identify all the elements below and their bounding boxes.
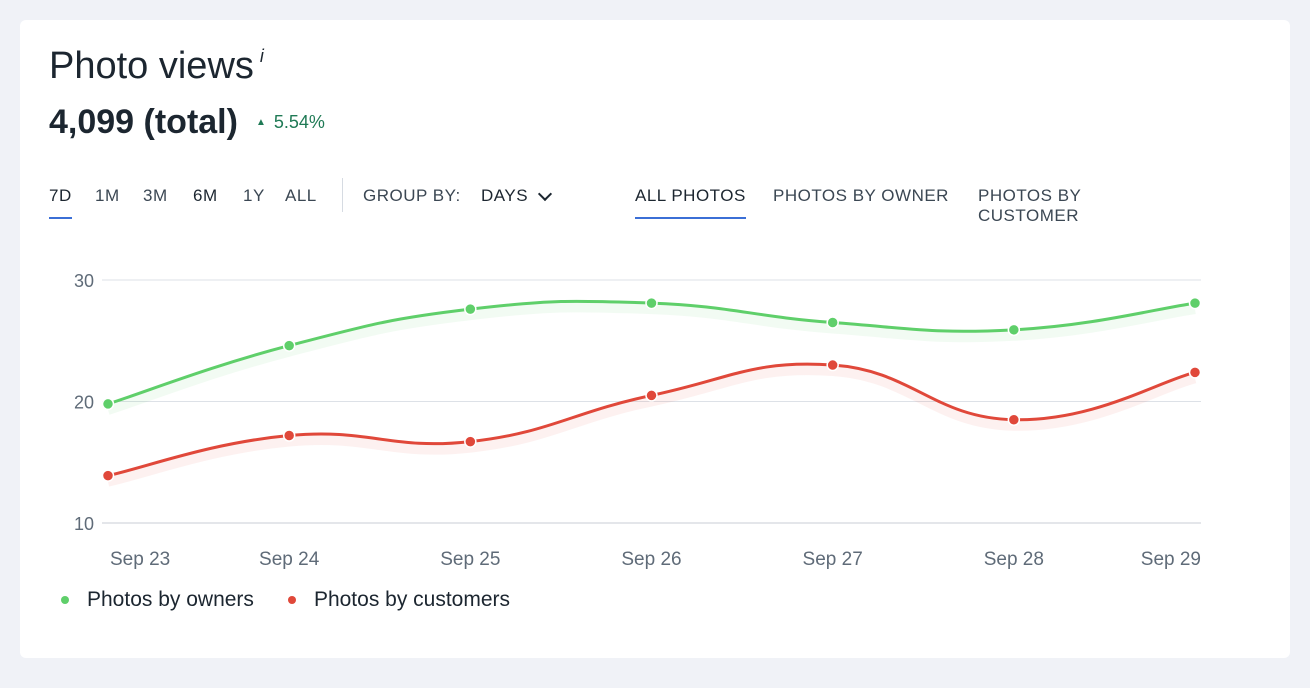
x-tick-label: Sep 26 [621,549,681,570]
data-point-owners [826,316,839,329]
range-1m[interactable]: 1M [95,186,120,205]
data-point-customers [826,358,839,372]
data-point-customers [101,469,115,482]
data-point-customers [1188,366,1202,379]
legend: Photos by owners Photos by customers [61,588,544,612]
data-point-owners [645,296,658,310]
data-point-customers [464,435,477,448]
x-tick-label: Sep 25 [440,549,500,570]
legend-label-customers: Photos by customers [313,588,511,611]
page-title: Photo views [49,45,254,87]
range-1y[interactable]: 1Y [243,186,265,205]
total-row: 4,099 (total) ▲ 5.54% [49,100,325,144]
legend-label-owners: Photos by owners [87,588,254,611]
tab-photos-by-owner[interactable]: PHOTOS BY OWNER [773,186,949,205]
data-point-owners [464,302,477,316]
chart-card [20,20,1290,658]
data-point-owners [1188,296,1202,310]
x-tick-label: Sep 28 [984,549,1044,570]
legend-dot-customers [287,596,296,604]
data-point-customers [1007,413,1021,426]
y-tick-label: 30 [74,271,94,291]
group-by-label: GROUP BY: [363,186,461,205]
x-tick-label: Sep 29 [1141,549,1201,570]
data-point-customers [282,429,296,442]
data-point-owners [282,339,296,352]
triangle-up-icon: ▲ [255,116,266,128]
group-by-value: DAYS [481,186,529,205]
total-value: 4,099 (total) [49,103,238,141]
data-point-owners [1007,323,1021,337]
info-icon[interactable]: i [259,46,264,66]
data-point-owners [101,397,115,411]
trend-badge: ▲ 5.54% [256,112,325,133]
title-row: Photo views i [49,44,264,88]
y-tick-label: 10 [74,514,94,534]
series-glow-customers [106,365,1197,487]
legend-item-owners[interactable]: Photos by owners [61,588,254,612]
legend-item-customers[interactable]: Photos by customers [287,588,511,612]
tab-all-photos[interactable]: ALL PHOTOS [635,186,746,219]
x-tick-label: Sep 24 [259,549,320,570]
group-by-select[interactable]: DAYS [481,186,553,206]
x-tick-label: Sep 27 [803,549,863,570]
legend-dot-owners [61,596,69,604]
range-6m[interactable]: 6M [193,186,218,205]
y-tick-label: 20 [74,393,94,413]
range-all[interactable]: ALL [285,186,317,205]
x-tick-label: Sep 23 [110,549,170,570]
data-point-customers [645,389,658,402]
series-line-customers [107,362,1196,478]
toolbar: 7D 1M 3M 6M 1Y ALL GROUP BY: DAYS ALL PH… [49,178,1183,225]
trend-value: 5.54% [273,111,325,132]
range-7d[interactable]: 7D [49,186,72,219]
toolbar-divider [342,178,343,212]
range-3m[interactable]: 3M [143,186,168,205]
tab-photos-by-customer[interactable]: PHOTOS BY CUSTOMER [978,186,1082,225]
